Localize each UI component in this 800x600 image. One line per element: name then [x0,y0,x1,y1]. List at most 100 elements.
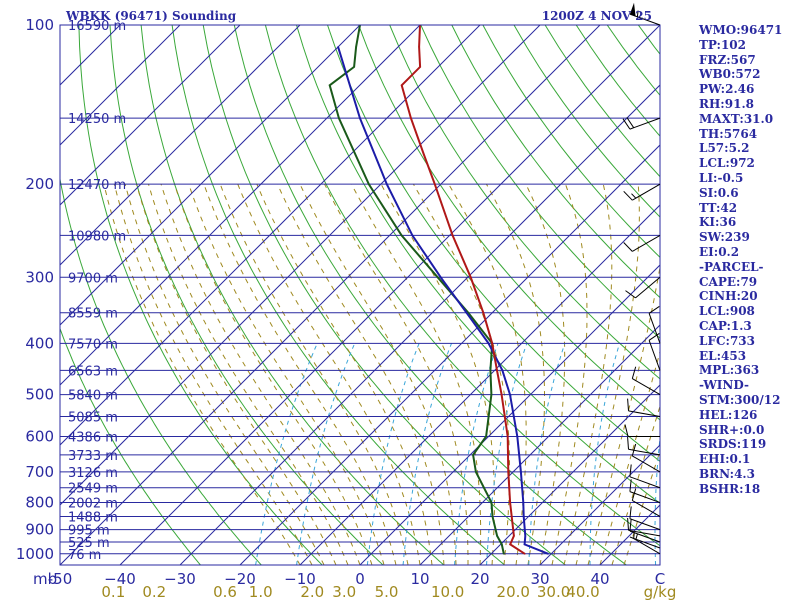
parcel-profile-point [386,183,388,185]
dewpoint-profile-point [490,393,493,396]
wind-barb-full [629,518,632,532]
mixing-ratio-line [528,343,566,565]
isotherm [60,25,181,146]
height-label: 12470 m [68,178,126,193]
height-label: 3126 m [68,466,118,481]
temperature-profile-point [422,152,425,155]
moist-adiabat [351,183,482,565]
moist-adiabat [103,184,301,565]
mixing-ratio-line [589,343,621,565]
wind-barb-full [622,118,631,130]
dewpoint-profile [328,25,505,555]
dewpoint-profile-point [355,46,357,48]
wind-barb-full [629,464,632,477]
dewpoint-profile-point [489,369,492,372]
parcel-profile-point [547,553,549,555]
wind-barb [631,366,661,396]
index-item: MAXT:31.0 [699,111,774,126]
plot-frame [59,24,661,566]
moist-adiabat [551,184,588,565]
pressure-label: 500 [25,386,54,404]
moist-adiabat [599,349,660,565]
wind-barb-staff [632,183,661,201]
wind-barb-full [623,242,633,252]
height-label: 8559 m [68,307,118,322]
moist-adiabat [380,183,495,565]
moist-adiabat [324,183,469,565]
height-label: 2549 m [68,482,118,497]
index-item: TP:102 [699,37,747,52]
wind-barb-staff [635,276,661,299]
mixing-ratio-line [255,343,318,565]
dewpoint-profile-point [501,543,503,546]
index-item: LCL:972 [699,156,755,171]
dewpoint-profile-point [491,515,494,518]
parcel-profile-point [337,46,339,48]
moist-adiabat [611,404,660,565]
mixing-ratio-label: 20.0 [497,583,530,600]
pressure-label: 400 [25,334,54,352]
parcel-profile-point [522,501,525,504]
parcel-profile-point [520,471,522,473]
isotherm [179,84,660,565]
moist-adiabat [486,183,545,565]
wind-barb-staff [628,448,661,456]
isotherm [299,204,660,565]
height-label: 5085 m [68,411,118,426]
pressure-label: 800 [25,494,54,512]
mixing-ratio-line [366,343,420,565]
wind-barb [622,117,661,130]
wind-barb-staff [629,117,661,130]
temperature-label: −30 [164,570,196,588]
dewpoint-profile-point [490,501,493,504]
wind-barb-full [648,332,660,341]
wind-barb [629,2,661,26]
wind-barb-full [629,506,632,519]
index-item: BSHR:18 [699,481,761,496]
height-label: 6563 m [68,364,118,379]
wind-barb [629,506,661,531]
mixing-ratio-label: 1.0 [249,583,273,600]
moist-adiabat [136,184,337,565]
temperature-label: 30 [530,570,549,588]
height-label: 76 m [68,548,101,563]
temperature-profile-point [500,393,503,396]
wind-barb [625,276,661,299]
parcel-profile-point [487,342,490,345]
wind-barb-staff [632,455,661,473]
wind-barb-staff [629,518,661,531]
wind-barb-staff [632,378,661,396]
index-item: PW:2.46 [699,82,755,97]
moist-adiabat [563,184,613,565]
wind-barb [627,517,661,537]
temperature-label: 40 [590,570,609,588]
wind-barb-full [623,190,633,201]
index-item: -PARCEL- [699,259,764,274]
index-item: WMO:96471 [699,23,783,37]
index-item: LCL:908 [699,304,755,319]
wind-barb-flag [629,2,636,17]
parcel-profile-point [465,311,468,314]
height-label: 4386 m [68,430,118,445]
parcel-profile-point [501,369,504,372]
parcel-profile-point [522,515,525,518]
dewpoint-profile-point [436,276,439,279]
wind-barb-staff [629,491,661,504]
pressure-label: 700 [25,463,54,481]
height-label: 10980 m [68,229,126,244]
pressure-unit-label: mb [33,570,57,588]
moist-adiabat [256,184,433,565]
wind-barb-staff [629,13,661,26]
moist-adiabat [174,184,373,565]
index-item: SHR+:0.0 [699,422,765,437]
wind-barb-staff [629,530,661,543]
dewpoint-profile-point [338,117,340,119]
pressure-label: 200 [25,175,54,193]
mixing-ratio-line [402,343,452,565]
isotherm [60,25,421,386]
moist-adiabat [188,184,385,565]
moist-adiabat [575,184,640,565]
dewpoint-profile-point [400,234,403,237]
height-label: 7570 m [68,337,118,352]
